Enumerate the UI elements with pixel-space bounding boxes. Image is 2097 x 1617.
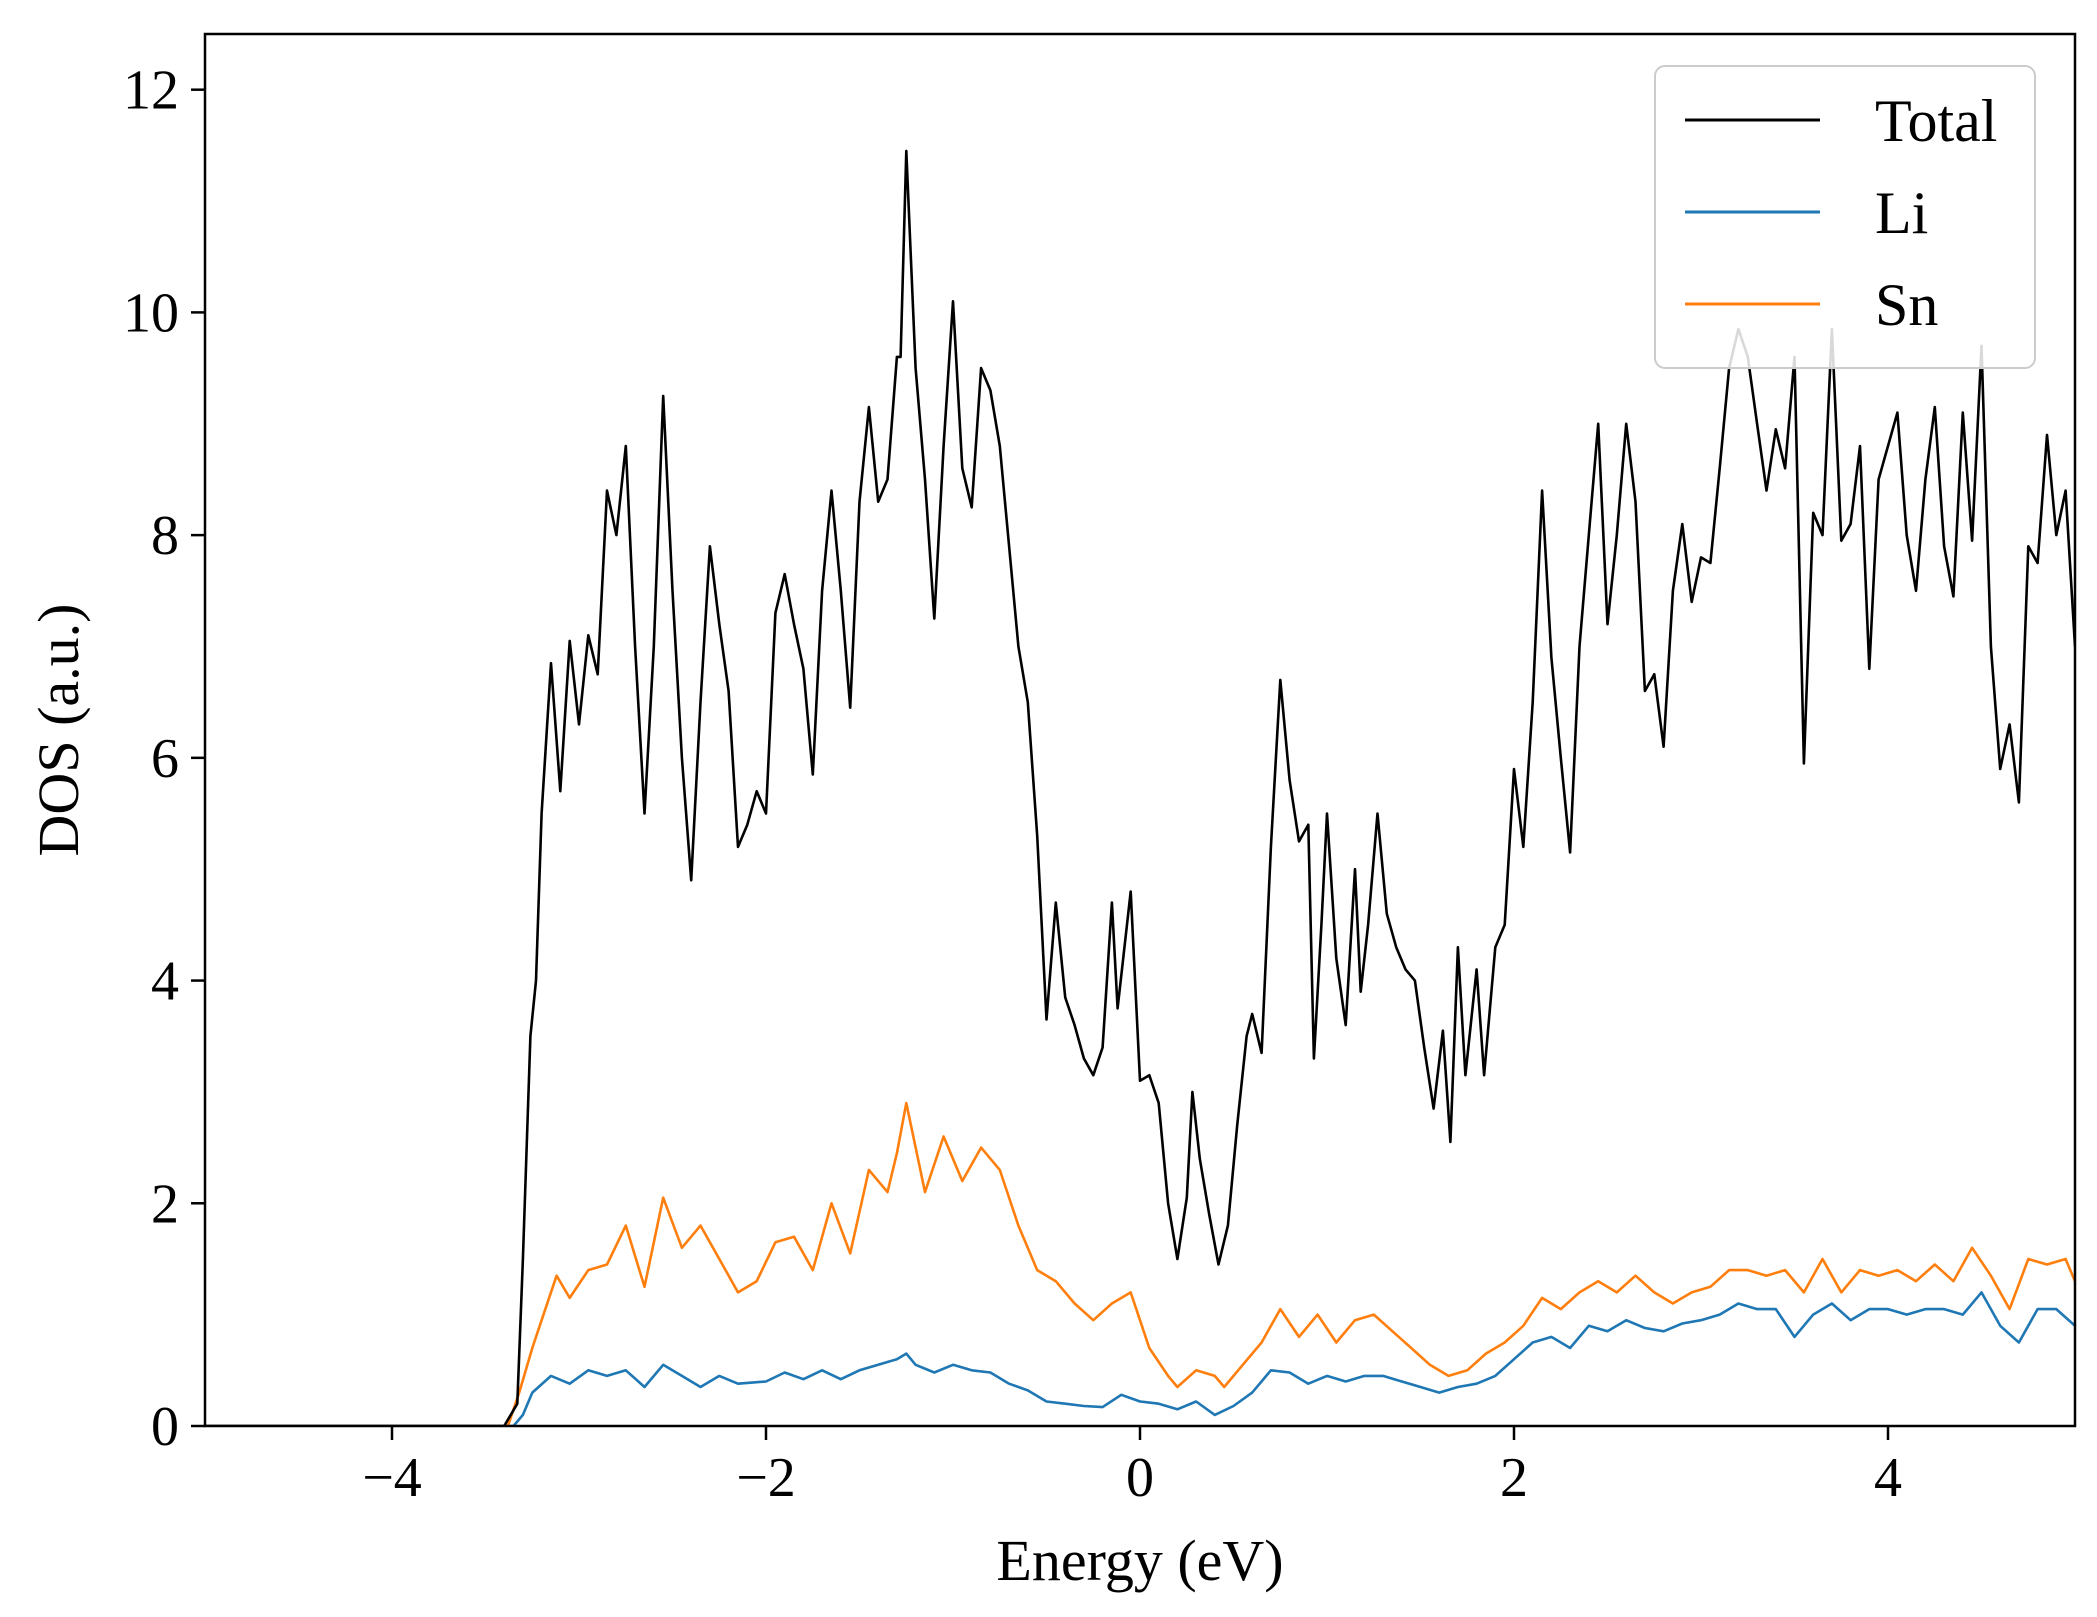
- y-axis-ticks: 0 2 4 6 8 10 12: [123, 60, 205, 1458]
- y-tick-label: 2: [151, 1173, 179, 1235]
- legend-label-sn: Sn: [1875, 272, 1938, 338]
- y-tick-label: 8: [151, 505, 179, 567]
- x-tick-label: 4: [1874, 1447, 1902, 1509]
- series-line-total: [205, 149, 2075, 1426]
- y-axis-label: DOS (a.u.): [26, 604, 91, 857]
- legend: Total Li Sn: [1654, 65, 2036, 369]
- y-tick-label: 0: [151, 1396, 179, 1458]
- x-tick-label: −2: [736, 1447, 796, 1509]
- y-tick-label: 10: [123, 282, 179, 344]
- y-tick-label: 6: [151, 728, 179, 790]
- x-tick-label: 2: [1500, 1447, 1528, 1509]
- series-line-li: [205, 1291, 2075, 1426]
- x-axis-label: Energy (eV): [996, 1528, 1283, 1593]
- y-tick-label: 12: [123, 60, 179, 122]
- x-tick-label: 0: [1126, 1447, 1154, 1509]
- series-layer: [205, 149, 2075, 1426]
- legend-box: [1654, 65, 2036, 369]
- x-tick-label: −4: [362, 1447, 422, 1509]
- legend-label-total: Total: [1875, 88, 1997, 154]
- series-line-sn: [205, 1101, 2075, 1426]
- x-axis-ticks: −4 −2 0 2 4: [362, 1426, 1902, 1509]
- legend-label-li: Li: [1875, 180, 1928, 246]
- y-tick-label: 4: [151, 951, 179, 1013]
